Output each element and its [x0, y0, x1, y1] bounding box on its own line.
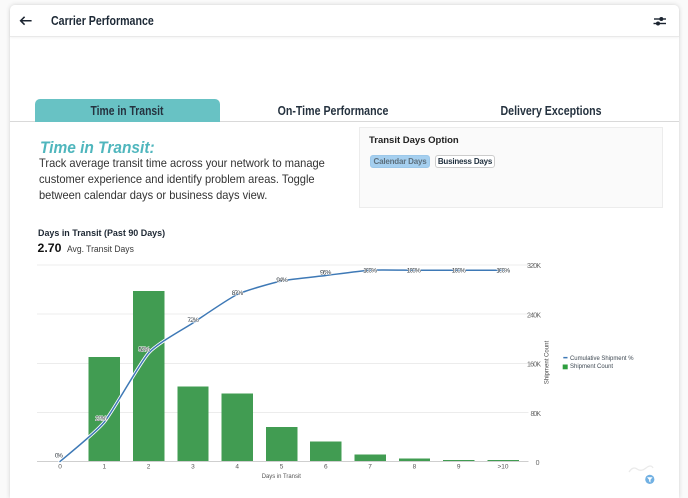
svg-text:240K: 240K	[527, 312, 541, 319]
svg-text:4: 4	[235, 464, 239, 471]
svg-text:>10: >10	[497, 464, 508, 471]
svg-text:100%: 100%	[363, 267, 377, 274]
svg-text:22%: 22%	[95, 415, 107, 422]
svg-text:Shipment Count: Shipment Count	[570, 363, 613, 370]
svg-text:96%: 96%	[320, 269, 332, 276]
svg-text:8: 8	[413, 464, 417, 471]
svg-text:100%: 100%	[407, 267, 421, 274]
svg-text:100%: 100%	[496, 267, 510, 274]
svg-text:0: 0	[536, 460, 540, 467]
svg-text:87%: 87%	[232, 290, 244, 297]
svg-text:100%: 100%	[452, 267, 466, 274]
svg-text:Days in Transit: Days in Transit	[262, 473, 301, 480]
svg-text:0: 0	[58, 464, 62, 471]
svg-text:3: 3	[191, 464, 195, 471]
svg-text:2: 2	[147, 464, 151, 471]
svg-text:Cumulative Shipment %: Cumulative Shipment %	[570, 355, 634, 362]
svg-text:94%: 94%	[276, 277, 288, 284]
svg-text:57%: 57%	[138, 346, 150, 353]
svg-text:160K: 160K	[527, 362, 541, 369]
svg-text:80K: 80K	[531, 411, 542, 418]
svg-text:Shipment Count: Shipment Count	[544, 341, 551, 385]
svg-text:320K: 320K	[527, 263, 541, 270]
svg-text:72%: 72%	[187, 317, 199, 324]
svg-text:6: 6	[324, 464, 328, 471]
svg-text:0%: 0%	[55, 453, 63, 460]
svg-text:5: 5	[280, 464, 284, 471]
svg-text:1: 1	[102, 464, 106, 471]
svg-text:7: 7	[368, 464, 372, 471]
svg-text:9: 9	[457, 464, 461, 471]
